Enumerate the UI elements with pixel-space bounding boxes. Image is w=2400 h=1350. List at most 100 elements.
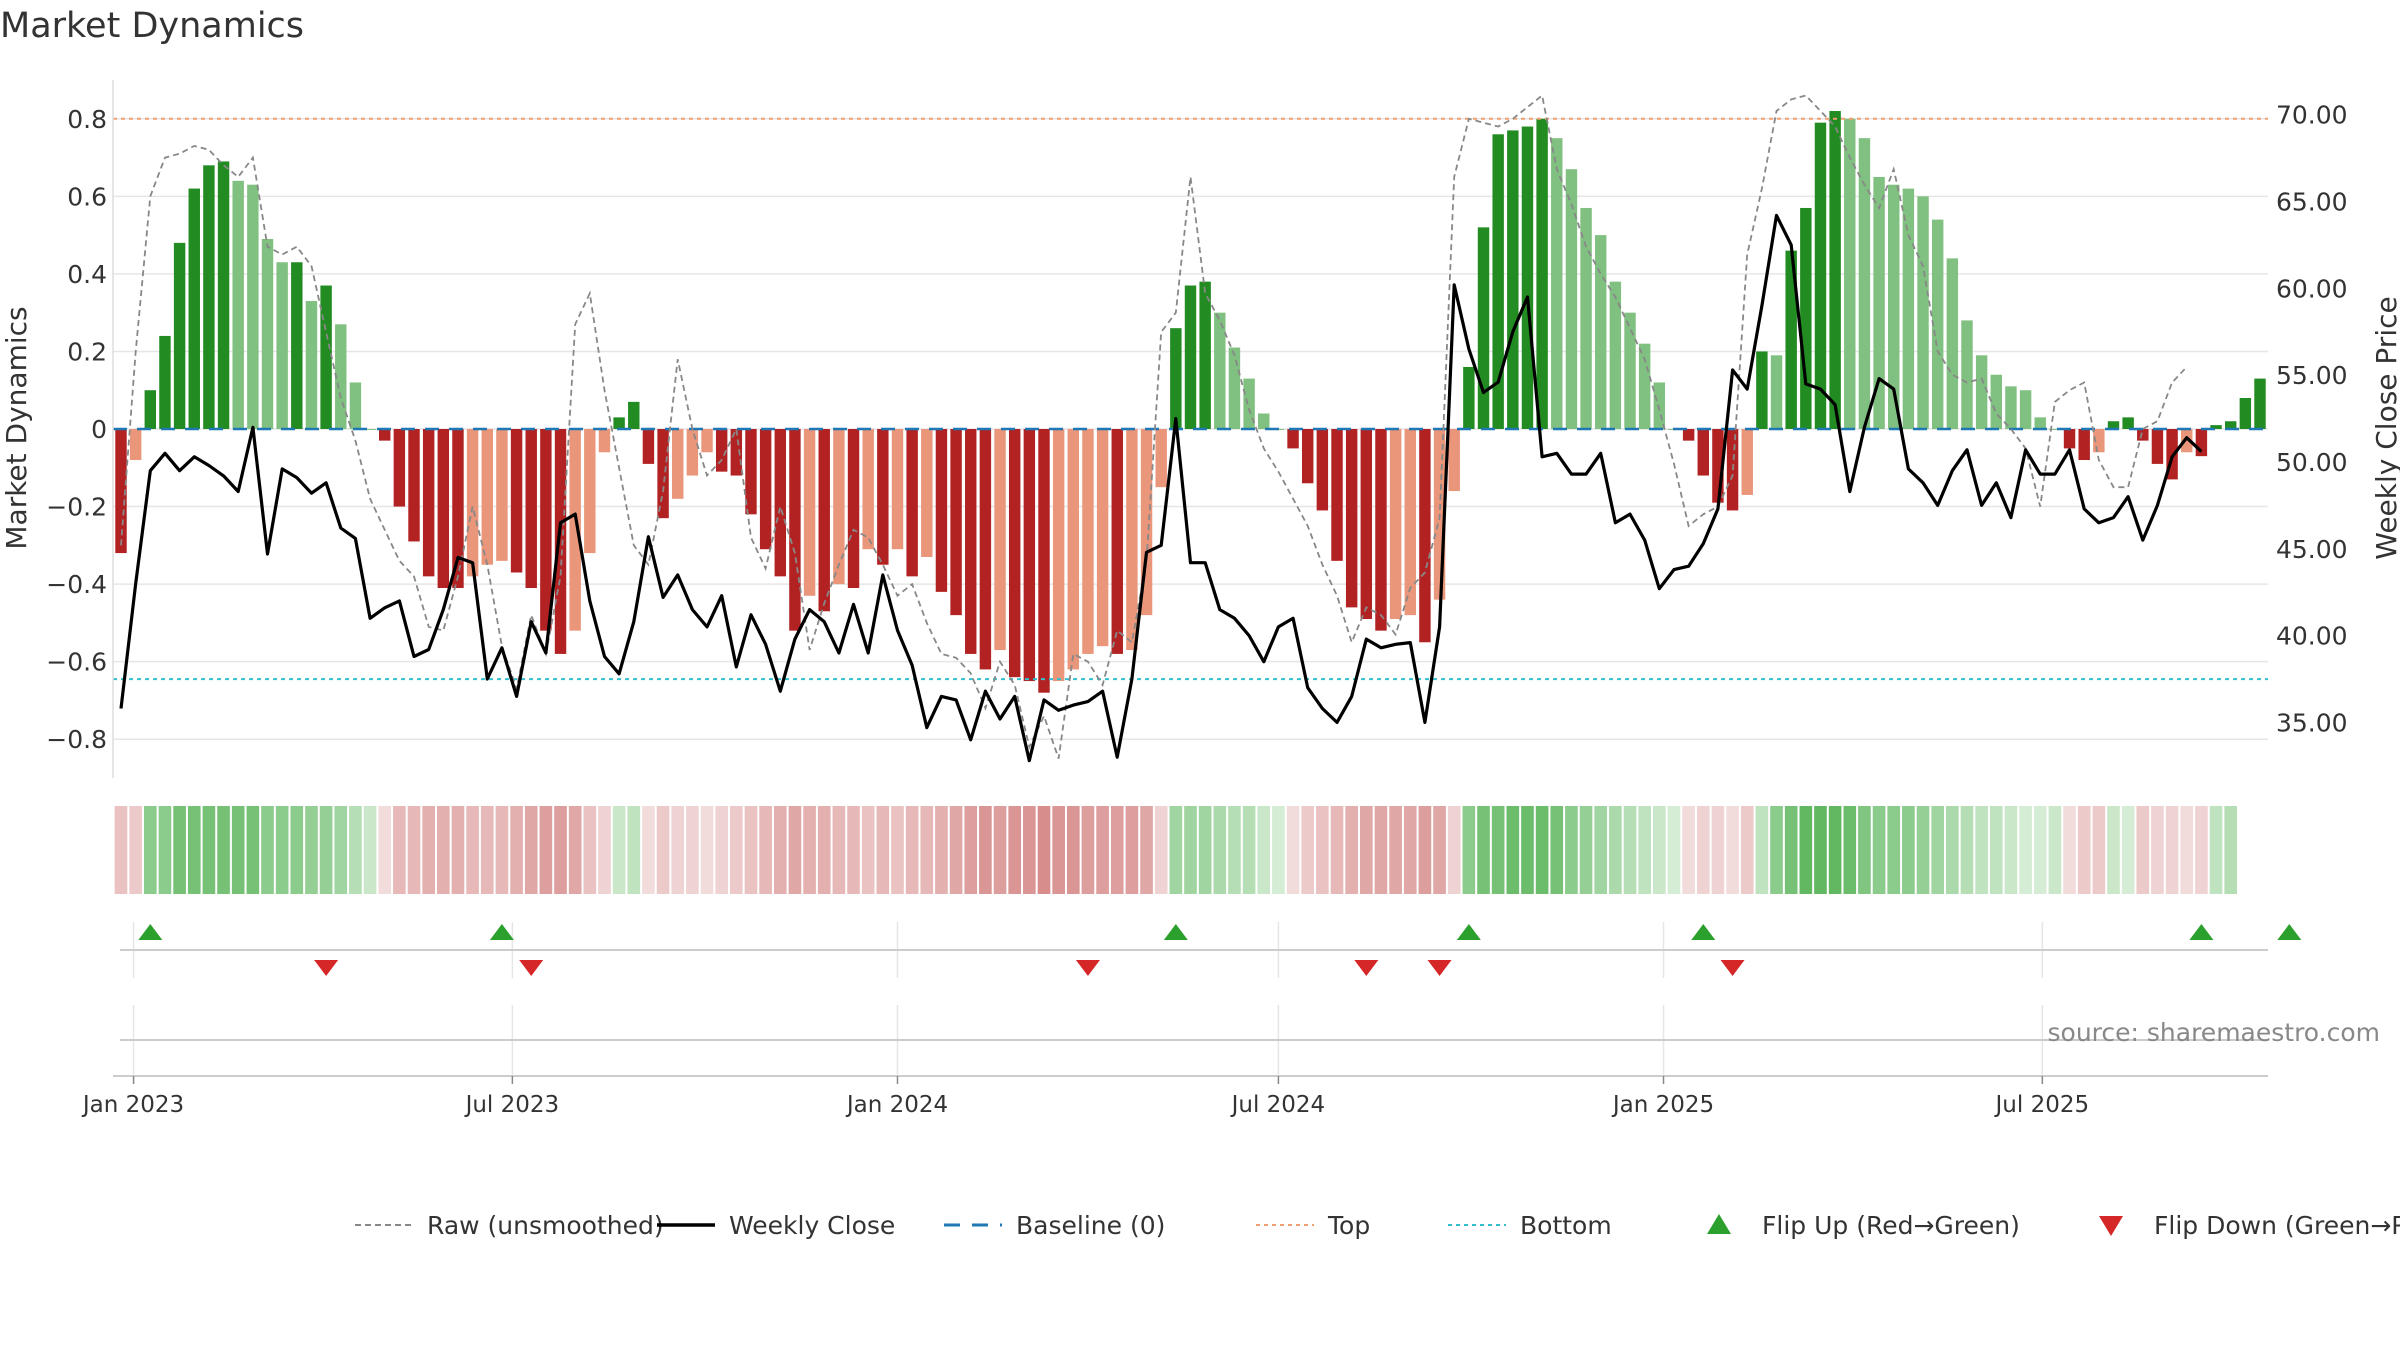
regime-cell: [2107, 806, 2120, 894]
regime-cell: [1125, 806, 1139, 894]
dynamics-bar: [1228, 347, 1241, 429]
right-tick-label: 70.00: [2276, 101, 2348, 130]
flip-up-marker: [489, 924, 514, 940]
dynamics-bar: [2034, 417, 2046, 429]
regime-cell: [847, 806, 860, 894]
regime-cell: [1682, 806, 1695, 894]
dynamics-bar: [349, 382, 362, 429]
dynamics-bar: [2210, 425, 2222, 429]
dynamics-bar: [408, 429, 420, 542]
regime-cell: [1550, 806, 1564, 894]
dynamics-bar: [979, 429, 992, 670]
dynamics-bar: [496, 429, 508, 561]
regime-cell: [1726, 806, 1739, 894]
legend: Raw (unsmoothed) Weekly Close Baseline (0)…: [355, 1211, 2400, 1240]
regime-cell: [1902, 806, 1915, 894]
regime-cell: [583, 806, 597, 894]
dynamics-bar: [935, 429, 948, 592]
regime-cell: [495, 806, 509, 894]
regime-cell: [1023, 806, 1036, 894]
dynamics-bar: [1609, 281, 1622, 429]
dynamics-bar: [1477, 227, 1490, 429]
flip-down-marker: [519, 960, 544, 976]
dynamics-bar: [2005, 386, 2017, 429]
dynamics-bar: [730, 429, 743, 476]
dynamics-bar: [1419, 429, 1431, 643]
regime-cell: [158, 806, 172, 894]
regime-cell: [1843, 806, 1857, 894]
dynamics-bar: [613, 417, 625, 429]
dynamics-bar: [847, 429, 860, 588]
regime-cell: [612, 806, 626, 894]
regime-cell: [1272, 806, 1285, 894]
dynamics-bar: [1111, 429, 1123, 654]
dynamics-bar: [1814, 122, 1827, 430]
regime-cell: [1403, 806, 1417, 894]
dynamics-bar: [1492, 134, 1504, 430]
dynamics-bar: [466, 429, 479, 577]
dynamics-bar: [789, 429, 801, 631]
regime-cell: [2033, 806, 2047, 894]
regime-cell: [114, 806, 128, 894]
regime-cell: [568, 806, 582, 894]
regime-cell: [1316, 806, 1329, 894]
dynamics-bar: [950, 429, 962, 616]
reference-lines: [113, 117, 2268, 681]
flip-up-marker: [1691, 924, 1716, 940]
regime-cell: [905, 806, 919, 894]
dynamics-bar: [1155, 429, 1167, 488]
dynamics-bar: [1653, 382, 1666, 429]
dynamics-bar: [1140, 429, 1153, 616]
regime-cell: [1213, 806, 1227, 894]
dynamics-bar: [2254, 378, 2266, 429]
regime-cell: [1477, 806, 1490, 894]
dynamics-bar: [364, 429, 376, 430]
left-tick-label: −0.8: [46, 725, 107, 754]
regime-cell: [993, 806, 1007, 894]
left-tick-label: 0.8: [67, 105, 107, 134]
regime-cell: [1491, 806, 1505, 894]
legend-label: Flip Down (Green→Red): [2154, 1211, 2400, 1240]
regime-strip: [114, 806, 2238, 894]
regime-cell: [1242, 806, 1256, 894]
dynamics-bar: [1580, 207, 1592, 429]
regime-cell: [627, 806, 641, 894]
regime-cell: [686, 806, 699, 894]
regime-cell: [143, 806, 157, 894]
dynamics-bar: [1682, 429, 1695, 441]
x-tick-label: Jul 2023: [464, 1092, 560, 1118]
regime-cell: [1828, 806, 1842, 894]
dynamics-bar: [2122, 417, 2134, 429]
dynamics-bar: [320, 285, 332, 429]
regime-cell: [1228, 806, 1241, 894]
regime-cell: [1169, 806, 1183, 894]
flip-up-marker: [1456, 924, 1481, 940]
chart-title: Market Dynamics: [0, 6, 304, 46]
dynamics-bar: [1360, 429, 1373, 620]
dynamics-bar: [173, 242, 186, 429]
regime-cell: [1623, 806, 1637, 894]
dynamics-bar: [657, 429, 669, 519]
left-tick-label: 0.6: [67, 182, 107, 211]
dynamics-bar: [862, 429, 874, 550]
left-tick-label: 0.4: [67, 260, 107, 289]
regime-cell: [466, 806, 479, 894]
dynamics-bar: [2195, 429, 2208, 457]
regime-cell: [2019, 806, 2032, 894]
regime-cell: [1960, 806, 1974, 894]
left-tick-label: −0.2: [46, 493, 107, 522]
regime-cell: [217, 806, 230, 894]
regime-cell: [231, 806, 245, 894]
dynamics-bar: [2093, 429, 2105, 453]
regime-cell: [1052, 806, 1065, 894]
regime-cell: [378, 806, 392, 894]
regime-cell: [2209, 806, 2223, 894]
dynamics-bar: [1975, 355, 1988, 429]
regime-cell: [1814, 806, 1827, 894]
dynamics-bar: [1052, 429, 1065, 682]
regime-cell: [1521, 806, 1534, 894]
legend-label: Bottom: [1520, 1211, 1612, 1240]
dynamics-bar: [2019, 390, 2032, 429]
regime-cell: [773, 806, 787, 894]
